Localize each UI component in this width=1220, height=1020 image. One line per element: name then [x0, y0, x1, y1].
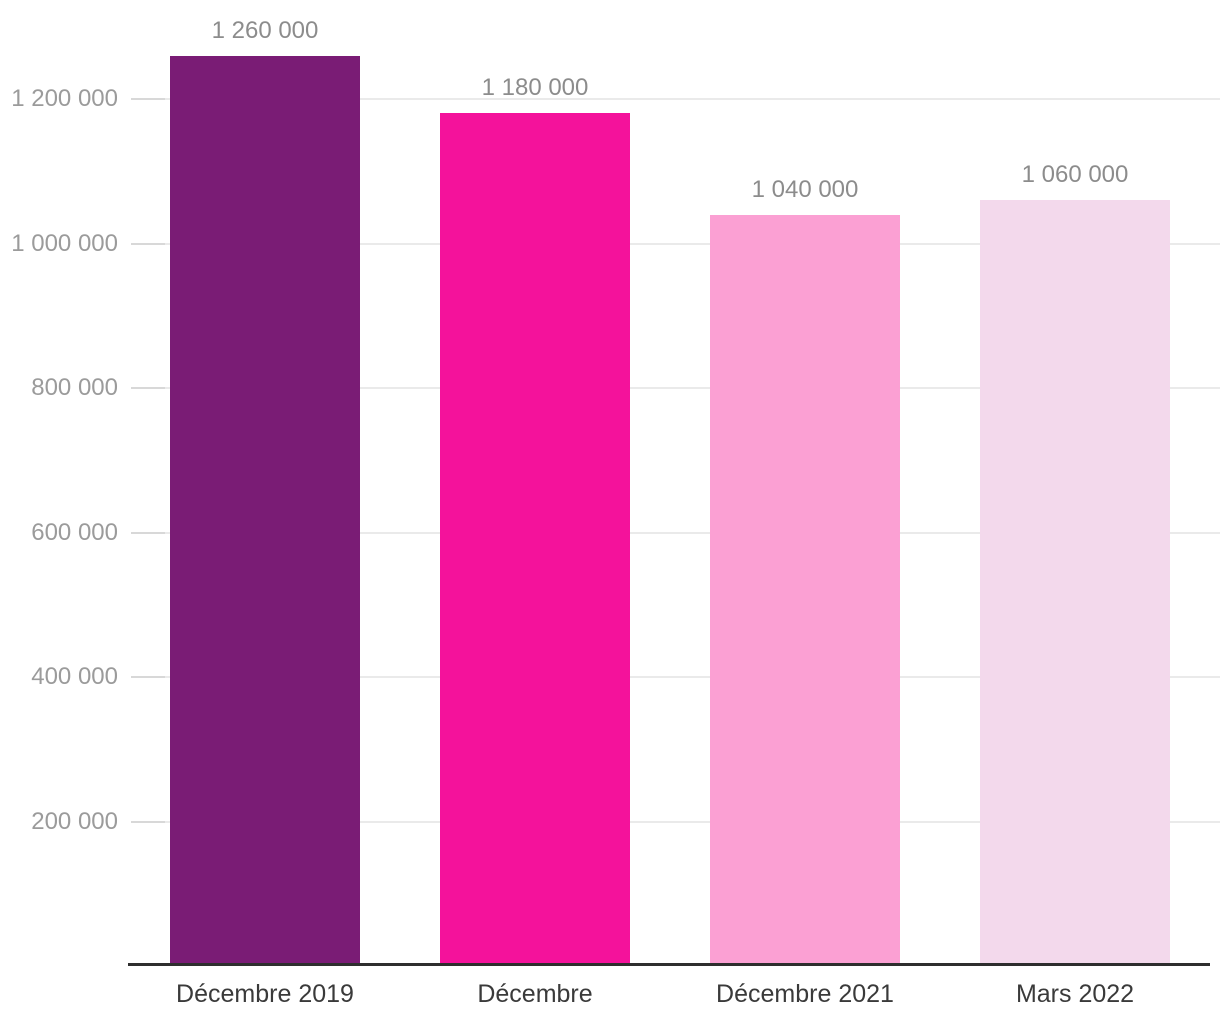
bar-decembre [440, 113, 630, 966]
y-gridline [131, 242, 1220, 245]
y-axis-tick-label: 400 000 [31, 663, 118, 690]
y-axis-tick [131, 820, 165, 823]
y-gridline [131, 98, 1220, 100]
bar-value-label: 1 180 000 [481, 74, 589, 102]
y-axis-tick-label: 800 000 [31, 374, 118, 401]
bar-value-label: 1 260 000 [211, 16, 319, 44]
bar-decembre-2019 [170, 55, 360, 966]
y-gridline [131, 531, 1220, 534]
x-axis-category-label: Décembre 2019 [176, 980, 354, 1008]
y-gridline [131, 820, 1220, 823]
x-axis-category-label: Décembre 2021 [716, 980, 894, 1008]
y-gridline [131, 387, 1220, 389]
y-axis-tick-label: 600 000 [31, 518, 118, 546]
bar-value-label: 1 040 000 [751, 175, 859, 203]
y-axis-tick [131, 531, 165, 534]
y-axis-tick [131, 387, 165, 389]
y-axis-tick [131, 242, 165, 245]
x-axis-line [128, 963, 1210, 966]
bar-decembre-2021 [710, 214, 900, 966]
bar-value-label: 1 060 000 [1021, 161, 1129, 189]
y-axis-tick [131, 676, 165, 678]
y-axis-tick-label: 1 200 000 [11, 85, 118, 112]
bar-mars-2022 [980, 200, 1170, 966]
y-axis-tick [131, 98, 165, 100]
y-gridline [131, 676, 1220, 678]
y-axis-tick-label: 200 000 [31, 807, 118, 835]
x-axis-category-label: Décembre [477, 980, 593, 1008]
y-axis-tick-label: 1 000 000 [11, 229, 118, 257]
x-axis-category-label: Mars 2022 [1015, 980, 1135, 1008]
